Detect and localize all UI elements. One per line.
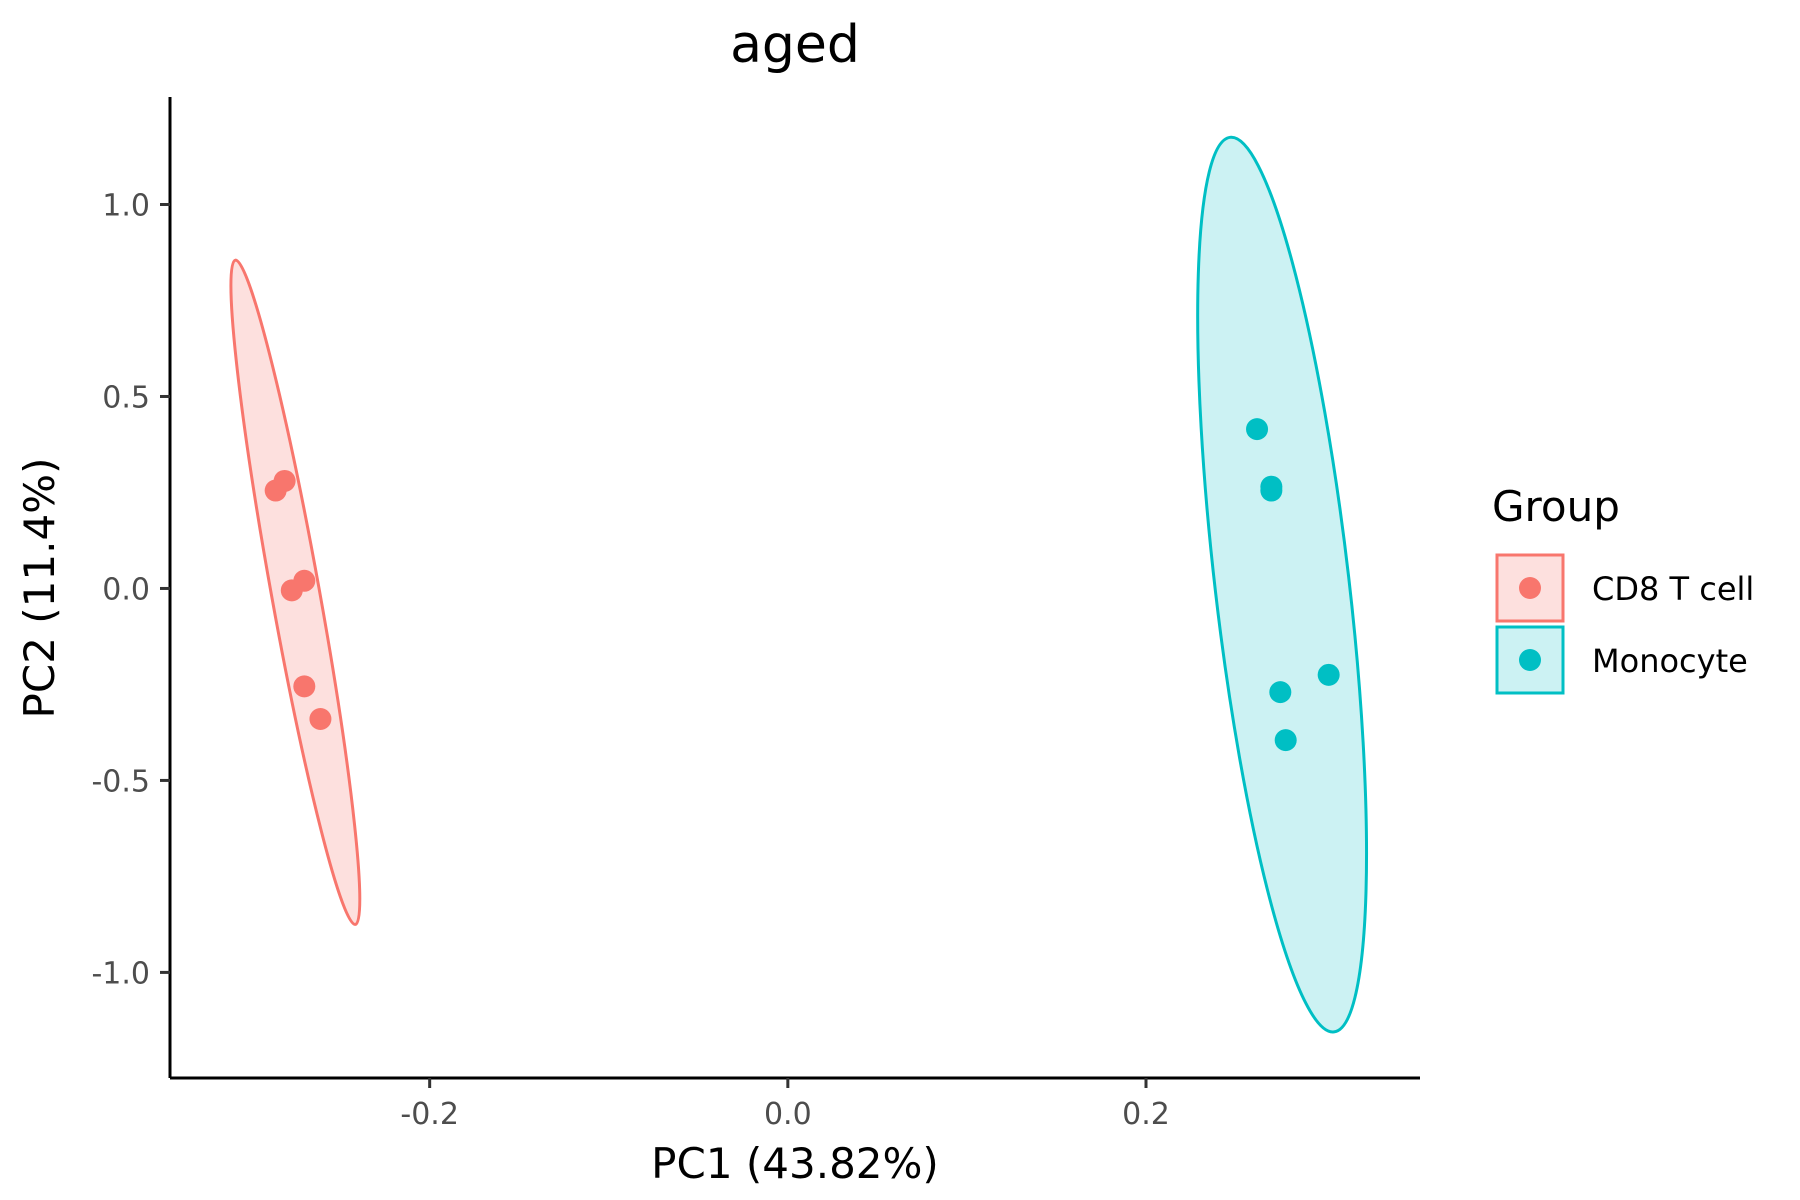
legend-label: CD8 T cell [1592,570,1754,608]
legend-title: Group [1492,482,1620,531]
data-point [273,469,296,492]
legend-key-point [1519,577,1541,599]
legend-items: CD8 T cell Monocyte [1495,553,1754,695]
y-tick-label: 1.0 [102,189,150,224]
x-axis-title: PC1 (43.82%) [651,1139,939,1188]
x-tick-label: 0.0 [764,1097,812,1132]
data-points [264,418,1340,752]
x-tick-label: -0.2 [400,1097,459,1132]
x-tick-label: 0.2 [1122,1097,1170,1132]
legend: Group CD8 T cell Monocyte [1492,482,1754,695]
chart-title: aged [730,15,860,75]
legend-item: Monocyte [1495,625,1748,695]
plot-panel [229,135,1369,1034]
confidence-ellipse [1196,135,1369,1034]
data-point [309,708,332,731]
y-axis-title: PC2 (11.4%) [15,458,64,719]
data-point [1246,418,1269,441]
y-tick-label: -1.0 [91,956,150,991]
legend-item: CD8 T cell [1495,553,1754,623]
legend-label: Monocyte [1592,642,1748,680]
data-point [1317,663,1340,686]
y-tick-label: 0.0 [102,572,150,607]
y-axis-ticks: -1.0 -0.5 0.0 0.5 1.0 [91,189,170,991]
data-point [293,569,316,592]
data-point [1260,479,1283,502]
y-tick-label: -0.5 [91,764,150,799]
confidence-ellipses [229,135,1369,1034]
data-point [293,675,316,698]
x-axis-ticks: -0.2 0.0 0.2 [400,1078,1170,1132]
legend-key-point [1519,649,1541,671]
y-tick-label: 0.5 [102,380,150,415]
data-point [1269,681,1292,704]
data-point [1274,729,1297,752]
